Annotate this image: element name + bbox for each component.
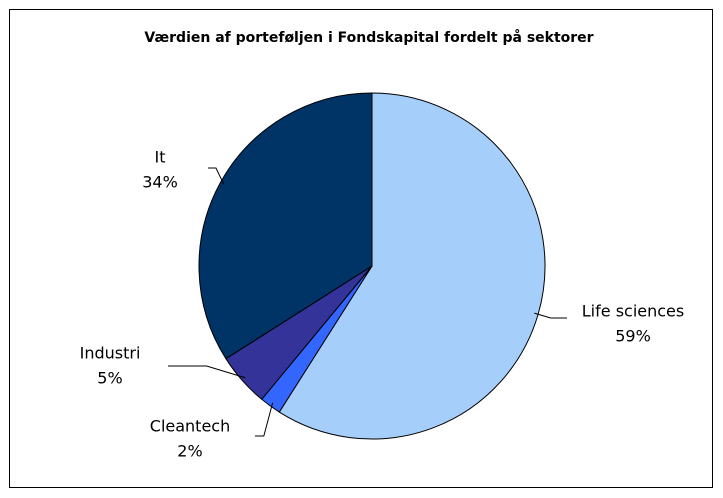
leader-line bbox=[255, 402, 274, 437]
slice-label: Life sciences bbox=[582, 302, 684, 321]
chart-title: Værdien af porteføljen i Fondskapital fo… bbox=[144, 29, 593, 46]
slice-label: It bbox=[155, 148, 166, 167]
leader-line bbox=[534, 312, 567, 319]
slice-value-label: 59% bbox=[615, 327, 651, 346]
slice-value-label: 5% bbox=[97, 369, 122, 388]
slice-label: Cleantech bbox=[150, 417, 230, 436]
slice-value-label: 34% bbox=[142, 173, 178, 192]
pie-slice bbox=[198, 92, 373, 360]
slice-value-label: 2% bbox=[177, 442, 202, 461]
leader-line bbox=[208, 167, 225, 185]
slice-label: Industri bbox=[80, 344, 141, 363]
leader-line bbox=[168, 365, 246, 379]
